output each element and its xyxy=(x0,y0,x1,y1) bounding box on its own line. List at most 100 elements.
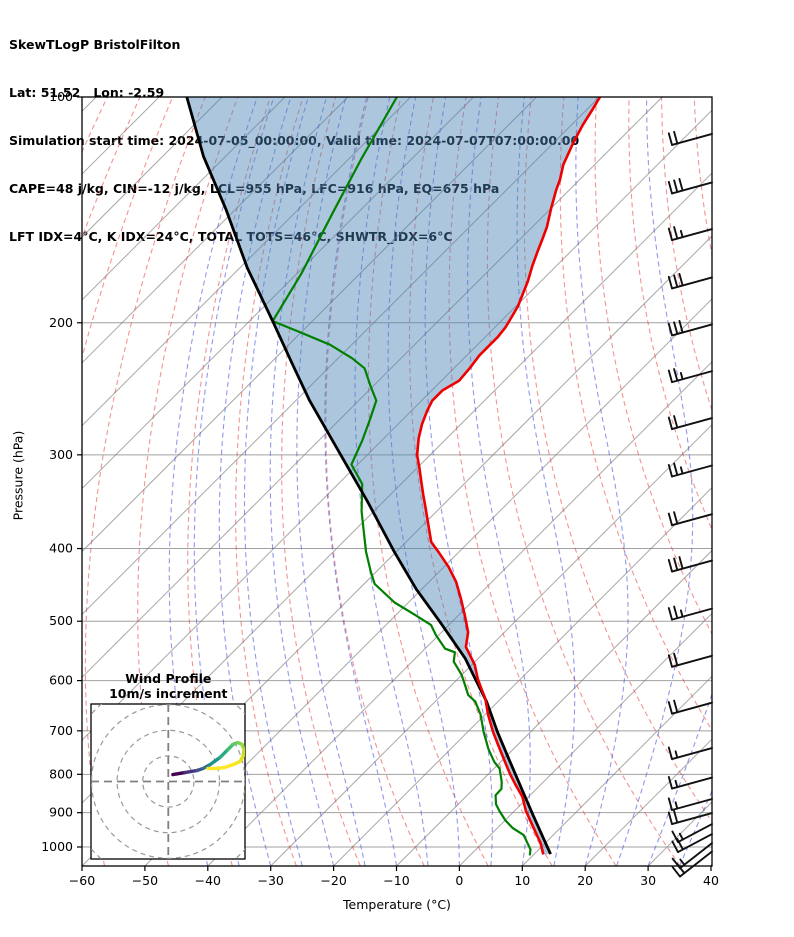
x-tick-label: 10 xyxy=(514,873,530,888)
dry-adiabat-line xyxy=(727,97,794,866)
wind-barb xyxy=(667,746,713,760)
isotherm-line xyxy=(584,738,712,866)
dry-adiabat-line xyxy=(281,97,361,866)
header-latlon: Lat: 51.52 Lon: -2.59 xyxy=(9,85,165,100)
hodograph-trace-segment xyxy=(208,755,222,767)
moist-adiabat-line xyxy=(243,97,309,866)
dry-adiabat-line xyxy=(693,97,712,258)
y-tick-label: 700 xyxy=(49,723,73,738)
x-tick-label: 20 xyxy=(577,873,593,888)
x-tick-label: 30 xyxy=(640,873,656,888)
wind-barb xyxy=(667,462,713,478)
isotherm-line xyxy=(82,97,600,616)
isotherm-line xyxy=(82,97,286,301)
x-tick-label: −40 xyxy=(195,873,221,888)
isotherm-line xyxy=(521,675,712,866)
isotherm-line xyxy=(270,423,712,866)
moist-adiabat-line xyxy=(354,97,429,866)
dry-adiabat-line xyxy=(408,97,553,866)
moist-adiabat-line xyxy=(269,97,335,866)
hodograph-trace-segment xyxy=(183,768,199,775)
dry-adiabat-line xyxy=(760,97,794,866)
cape-shading xyxy=(186,97,601,855)
wind-barb xyxy=(667,130,713,146)
isotherm-line xyxy=(396,549,712,866)
isotherm-line xyxy=(82,97,349,364)
x-tick-label: −60 xyxy=(69,873,95,888)
isotherm-line xyxy=(207,361,712,866)
wind-barb xyxy=(667,776,713,790)
dry-adiabat-line xyxy=(523,97,712,823)
y-axis-label: Pressure (hPa) xyxy=(10,430,26,521)
moist-adiabat-line xyxy=(324,97,398,866)
y-tick-label: 900 xyxy=(49,805,73,820)
y-tick-label: 600 xyxy=(49,673,73,688)
dry-adiabat-line xyxy=(559,97,712,732)
dry-adiabat-line xyxy=(325,97,425,866)
dry-adiabat-line xyxy=(448,97,617,866)
isotherm-line xyxy=(82,97,537,553)
dry-adiabat-line xyxy=(594,97,712,636)
isotherm-line xyxy=(144,298,712,866)
wind-barb xyxy=(667,652,713,668)
wind-barb xyxy=(667,511,713,527)
x-tick-label: 40 xyxy=(703,873,719,888)
x-tick-label: −10 xyxy=(383,873,409,888)
wind-barb xyxy=(667,605,713,621)
moist-adiabat-line xyxy=(424,97,493,866)
envelope-curve xyxy=(185,97,552,855)
y-tick-label: 300 xyxy=(49,447,73,462)
isotherm-line xyxy=(82,97,412,427)
moist-adiabat-line xyxy=(575,97,629,866)
wind-barb xyxy=(667,226,713,242)
wind-barb xyxy=(667,797,713,811)
dry-adiabat-line xyxy=(84,97,206,866)
hodograph-title: Wind Profile xyxy=(125,671,211,686)
moist-adiabat-line xyxy=(710,862,712,866)
moist-adiabat-line xyxy=(296,97,366,866)
moist-adiabat-line xyxy=(467,97,531,866)
isotherm-line xyxy=(82,97,223,238)
isotherm-line xyxy=(82,97,663,679)
wind-barb xyxy=(671,833,713,853)
moist-adiabat-line xyxy=(647,692,712,866)
x-tick-label: −50 xyxy=(132,873,158,888)
moist-adiabat-line xyxy=(387,97,460,866)
page-title: SkewTLogP BristolFilton xyxy=(9,37,181,52)
wind-barbs xyxy=(667,130,713,878)
hodograph-trace-segment xyxy=(171,770,187,777)
dry-adiabat-line xyxy=(661,97,712,412)
hodograph-ring xyxy=(142,755,195,808)
wind-barb xyxy=(667,319,713,337)
y-tick-label: 800 xyxy=(49,766,73,781)
y-tick-label: 1000 xyxy=(41,839,73,854)
isotherm-line xyxy=(333,486,712,866)
wind-barb xyxy=(671,850,713,878)
wind-barb xyxy=(667,556,713,573)
wind-barb xyxy=(667,178,713,195)
wind-barb xyxy=(667,699,713,715)
wind-barb xyxy=(667,272,713,290)
wind-barb xyxy=(667,810,713,825)
y-tick-label: 400 xyxy=(49,541,73,556)
y-tick-label: 100 xyxy=(49,89,73,104)
y-tick-label: 500 xyxy=(49,613,73,628)
wind-barb xyxy=(667,368,713,384)
isotherm-line xyxy=(82,97,474,490)
dewpoint-curve xyxy=(271,97,532,856)
moist-adiabat-line xyxy=(616,97,694,866)
isotherm-line xyxy=(710,864,712,866)
dry-adiabat-line xyxy=(367,97,489,866)
x-tick-label: −20 xyxy=(320,873,346,888)
x-tick-label: 0 xyxy=(455,873,463,888)
y-tick-label: 200 xyxy=(49,315,73,330)
dry-adiabat-line xyxy=(486,97,681,866)
chart-header: SkewTLogP BristolFilton Lat: 51.52 Lon: … xyxy=(9,5,579,277)
hodograph-trace-segment xyxy=(218,747,230,760)
dry-adiabat-line xyxy=(82,97,141,240)
dry-adiabat-line xyxy=(235,97,304,866)
x-axis-label: Temperature (°C) xyxy=(343,897,451,912)
